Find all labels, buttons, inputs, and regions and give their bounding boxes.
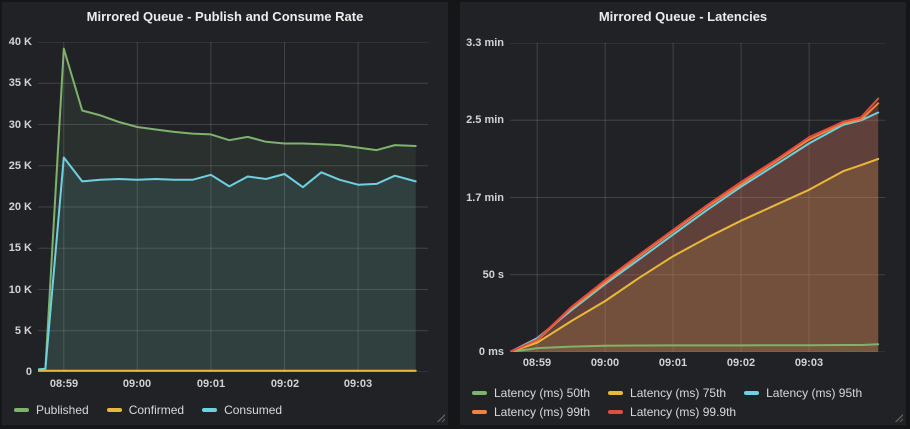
legend-label: Latency (ms) 99th <box>494 405 591 419</box>
y-axis-tick-label: 15 K <box>8 242 32 254</box>
latencies-chart: 0 ms 50 s 1.7 min 2.5 min 3.3 min 08:59 09:00 0… <box>460 2 906 425</box>
legend-item-confirmed[interactable]: Confirmed <box>106 403 185 417</box>
y-axis-tick-label: 50 s <box>482 269 504 281</box>
panel-resize-handle[interactable] <box>894 413 903 422</box>
legend: Latency (ms) 50th Latency (ms) 75th Late… <box>472 386 862 419</box>
y-axis-tick-label: 0 <box>25 366 32 378</box>
legend-swatch-published <box>14 408 29 412</box>
legend-item-latency-95th[interactable]: Latency (ms) 95th <box>744 386 862 400</box>
legend-item-consumed[interactable]: Consumed <box>202 403 282 417</box>
panel-title[interactable]: Mirrored Queue - Publish and Consume Rat… <box>86 9 364 24</box>
y-axis-tick-label: 1.7 min <box>466 192 504 204</box>
legend-label: Published <box>36 403 89 417</box>
series-consumed-area <box>38 157 416 372</box>
plot-area[interactable] <box>38 42 428 372</box>
legend-label: Latency (ms) 99.9th <box>630 405 737 419</box>
x-axis-tick-label: 09:01 <box>658 357 688 369</box>
y-axis-tick-label: 3.3 min <box>466 37 504 49</box>
y-axis-tick-label: 5 K <box>14 325 32 337</box>
x-axis-tick-label: 09:03 <box>343 378 373 390</box>
series-latency-ms-75th-line <box>510 157 880 352</box>
legend-label: Latency (ms) 75th <box>630 386 727 400</box>
legend-label: Latency (ms) 95th <box>766 386 863 400</box>
series-latency-ms-99-9th-area <box>510 98 879 352</box>
x-axis-tick-label: 08:59 <box>522 357 552 369</box>
publish-consume-chart: 0 5 K 10 K 15 K 20 K 25 K 30 K 35 K 40 K 08:59 09:… <box>2 2 448 425</box>
x-axis-tick-label: 09:01 <box>196 378 226 390</box>
x-axis-tick-label: 08:59 <box>49 378 79 390</box>
legend-swatch-latency-99-9th <box>608 410 624 414</box>
legend-label: Confirmed <box>128 403 185 417</box>
series-latency-ms-99th-line <box>510 102 880 352</box>
legend-item-published[interactable]: Published <box>14 403 89 417</box>
x-axis-tick-label: 09:00 <box>590 357 620 369</box>
legend-label: Latency (ms) 50th <box>494 386 591 400</box>
legend-item-latency-75th[interactable]: Latency (ms) 75th <box>608 386 726 400</box>
series-published-line <box>38 47 417 371</box>
plot-area[interactable] <box>510 43 885 352</box>
legend-swatch-latency-95th <box>744 391 760 395</box>
x-axis-tick-label: 09:03 <box>794 357 824 369</box>
legend-swatch-latency-50th <box>472 391 487 395</box>
series-latency-ms-95th-line <box>510 111 880 352</box>
series-latency-ms-50th-line <box>510 343 880 352</box>
legend: Published Confirmed Consumed <box>14 403 282 417</box>
y-axis-tick-label: 20 K <box>8 201 32 213</box>
legend-item-latency-50th[interactable]: Latency (ms) 50th <box>472 386 590 400</box>
y-axis-tick-label: 2.5 min <box>466 114 504 126</box>
series-consumed-line <box>38 156 417 371</box>
legend-item-latency-99-9th[interactable]: Latency (ms) 99.9th <box>608 405 736 419</box>
y-axis-tick-label: 30 K <box>8 119 32 131</box>
x-axis-tick-label: 09:02 <box>726 357 756 369</box>
panel-publish-consume-rate: Mirrored Queue - Publish and Consume Rat… <box>2 2 448 425</box>
series-latency-ms-99th-area <box>510 103 879 352</box>
y-axis-tick-label: 0 ms <box>478 346 504 358</box>
panel-resize-handle[interactable] <box>436 413 445 422</box>
x-axis-tick-label: 09:02 <box>270 378 300 390</box>
y-axis-tick-label: 10 K <box>8 284 32 296</box>
legend-label: Consumed <box>224 403 283 417</box>
panel-title[interactable]: Mirrored Queue - Latencies <box>598 9 768 24</box>
y-axis-tick-label: 35 K <box>8 77 32 89</box>
legend-swatch-latency-99th <box>472 410 487 414</box>
x-axis-tick-label: 09:00 <box>122 378 152 390</box>
gridlines <box>38 42 428 372</box>
series-published-area <box>38 48 416 372</box>
legend-swatch-latency-75th <box>608 391 624 395</box>
y-axis-tick-label: 40 K <box>8 36 32 48</box>
legend-swatch-confirmed <box>106 408 122 412</box>
legend-row: Latency (ms) 50th Latency (ms) 75th Late… <box>472 386 862 400</box>
panel-latencies: Mirrored Queue - Latencies 0 ms 50 s 1.7 m… <box>460 2 906 425</box>
series-latency-ms-95th-area <box>510 112 879 352</box>
y-axis-tick-label: 25 K <box>8 160 32 172</box>
legend-row: Latency (ms) 99th Latency (ms) 99.9th <box>472 405 862 419</box>
legend-item-latency-99th[interactable]: Latency (ms) 99th <box>472 405 590 419</box>
series-latency-ms-99-9th-line <box>510 97 880 352</box>
legend-swatch-consumed <box>202 408 218 412</box>
